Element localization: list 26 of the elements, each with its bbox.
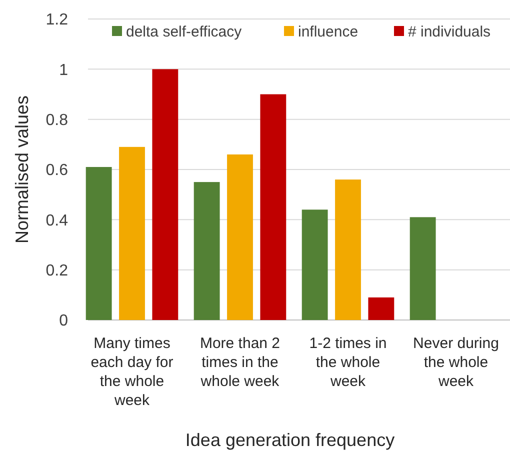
y-tick-label: 1.2 xyxy=(46,12,68,29)
x-axis-title: Idea generation frequency xyxy=(185,430,395,450)
x-tick-label: Never during the whole week xyxy=(413,335,499,390)
bar xyxy=(410,217,436,320)
y-tick-label: 0.4 xyxy=(46,212,68,230)
bar xyxy=(368,297,394,320)
y-tick-label: 1 xyxy=(59,62,68,79)
y-tick-label: 0.2 xyxy=(46,262,68,280)
bar xyxy=(227,154,253,320)
bar xyxy=(194,182,220,320)
bar xyxy=(260,94,286,320)
legend-label: influence xyxy=(298,23,358,40)
y-axis-title: Normalised values xyxy=(12,95,32,244)
bar xyxy=(302,210,328,320)
x-tick-label: More than 2 times in the whole week xyxy=(200,335,280,390)
bar xyxy=(86,166,112,320)
y-tick-label: 0.8 xyxy=(46,112,68,129)
bar xyxy=(335,180,361,320)
y-tick-label: 0.6 xyxy=(46,162,68,180)
y-tick-label: 0 xyxy=(59,312,68,330)
legend-label: delta self-efficacy xyxy=(126,23,242,40)
x-tick-label: 1-2 times in the whole week xyxy=(309,335,387,390)
bar xyxy=(119,146,145,320)
legend-label: # individuals xyxy=(408,23,491,40)
bar xyxy=(152,69,178,320)
x-tick-label: Many times each day for the whole week xyxy=(90,335,174,409)
